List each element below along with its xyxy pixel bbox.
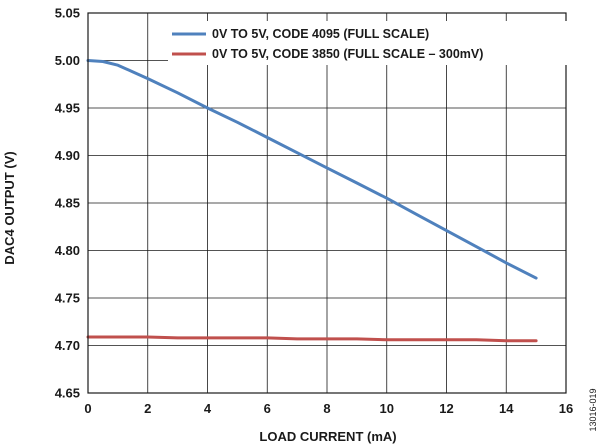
figure-id: 13016-019: [588, 388, 598, 431]
series-line-1: [86, 59, 538, 280]
y-tick-label: 4.90: [55, 148, 80, 163]
tick-labels: 0 2 4 6 8 10 12 14 16 4.65 4.70 4.75 4.80 4.85 4.90 4.9…: [55, 6, 574, 417]
y-tick-label: 5.00: [55, 53, 80, 68]
x-tick-label: 2: [144, 401, 151, 416]
y-tick-label: 4.95: [55, 101, 80, 116]
x-tick-label: 12: [439, 401, 453, 416]
x-tick-label: 4: [204, 401, 212, 416]
legend-box: [168, 21, 568, 65]
x-tick-label: 8: [323, 401, 330, 416]
x-axis-title: LOAD CURRENT (mA): [259, 429, 396, 444]
y-axis-title: DAC4 OUTPUT (V): [2, 151, 17, 264]
legend-label-series-1: 0V TO 5V, CODE 4095 (FULL SCALE): [212, 27, 429, 41]
y-tick-label: 4.75: [55, 291, 80, 306]
y-tick-label: 4.85: [55, 196, 80, 211]
y-tick-label: 4.80: [55, 243, 80, 258]
x-tick-label: 14: [499, 401, 514, 416]
series-layer: [86, 59, 538, 343]
legend-label-series-2: 0V TO 5V, CODE 3850 (FULL SCALE – 300mV): [212, 47, 483, 61]
x-tick-label: 0: [84, 401, 91, 416]
y-tick-label: 4.70: [55, 338, 80, 353]
plot-frame: [87, 12, 567, 394]
series-line-2: [86, 335, 538, 343]
x-tick-label: 10: [380, 401, 394, 416]
y-tick-label: 4.65: [55, 386, 80, 401]
legend: 0V TO 5V, CODE 4095 (FULL SCALE) 0V TO 5…: [168, 21, 568, 65]
y-tick-label: 5.05: [55, 6, 80, 21]
x-tick-label: 6: [264, 401, 271, 416]
x-tick-label: 16: [559, 401, 573, 416]
